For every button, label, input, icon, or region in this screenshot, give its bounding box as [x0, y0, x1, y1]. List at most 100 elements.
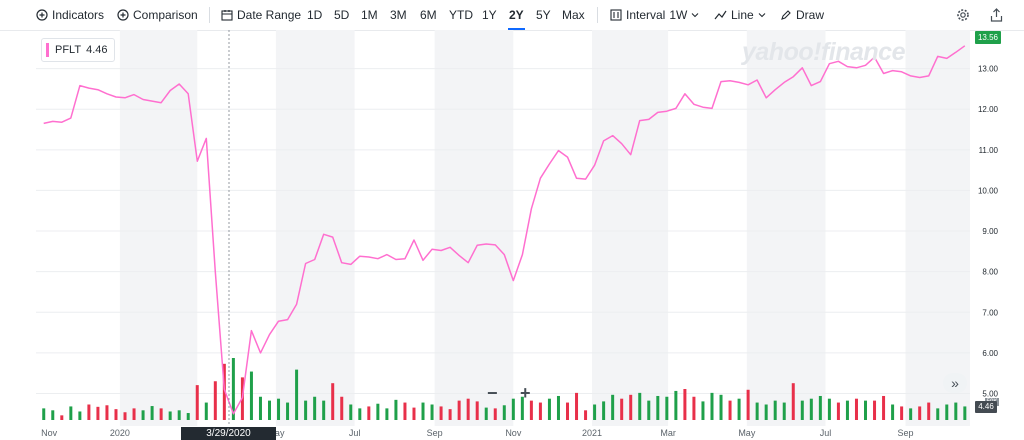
volume-bar — [78, 411, 82, 420]
indicators-button[interactable]: Indicators — [36, 8, 104, 22]
range-1y[interactable]: 1Y — [482, 8, 497, 22]
volume-bar — [96, 406, 100, 420]
volume-bar — [800, 400, 804, 420]
volume-bar — [114, 409, 118, 420]
chart-toolbar: Indicators Comparison Date Range 1D 5D 1… — [0, 0, 1024, 31]
volume-bar — [475, 401, 479, 420]
volume-bar — [737, 398, 741, 420]
volume-bar — [186, 413, 190, 420]
volume-bar — [466, 398, 470, 420]
volume-bar — [647, 400, 651, 420]
volume-bar — [295, 369, 299, 420]
plus-circle-icon — [36, 9, 48, 21]
date-range-button[interactable]: Date Range — [221, 8, 301, 22]
volume-bar — [864, 400, 868, 420]
volume-bar — [836, 402, 840, 420]
chevron-down-icon — [758, 13, 766, 18]
range-max[interactable]: Max — [562, 8, 585, 22]
x-tick-label: Jul — [349, 428, 361, 438]
scroll-right-button[interactable]: » — [943, 373, 967, 393]
zoom-in-button[interactable]: + — [520, 383, 531, 403]
volume-bar — [105, 405, 109, 420]
last-price-badge: 13.56 — [975, 31, 1001, 44]
volume-bar — [358, 408, 362, 420]
volume-bar — [764, 404, 768, 420]
x-tick-label: Sep — [427, 428, 443, 438]
legend-chip[interactable]: PFLT 4.46 — [41, 38, 115, 62]
calendar-icon — [221, 10, 233, 21]
line-type-dropdown[interactable]: Line — [714, 8, 766, 22]
range-5y[interactable]: 5Y — [536, 8, 551, 22]
volume-bar — [222, 363, 226, 420]
range-1d[interactable]: 1D — [307, 8, 323, 22]
volume-bar — [376, 403, 380, 420]
volume-bar — [304, 400, 308, 420]
volume-bar — [484, 407, 488, 420]
date-range-label: Date Range — [237, 8, 302, 22]
draw-label: Draw — [796, 8, 825, 22]
volume-bar — [123, 412, 127, 420]
volume-bar — [394, 399, 398, 420]
volume-bar — [602, 401, 606, 420]
comparison-button[interactable]: Comparison — [117, 8, 198, 22]
month-band — [592, 30, 669, 426]
range-2y[interactable]: 2Y — [508, 0, 525, 30]
volume-bars — [42, 358, 967, 420]
volume-bar — [367, 406, 371, 420]
price-line-layer — [43, 45, 966, 415]
candlestick-icon — [610, 9, 622, 21]
volume-bar — [656, 395, 660, 420]
volume-bar — [249, 371, 253, 420]
indicators-label: Indicators — [52, 8, 105, 22]
volume-bar — [340, 396, 344, 420]
range-1m[interactable]: 1M — [361, 8, 378, 22]
volume-bar — [854, 398, 858, 420]
volume-bar — [403, 402, 407, 420]
volume-bar — [773, 400, 777, 420]
share-icon[interactable] — [990, 8, 1003, 22]
volume-bar — [927, 402, 931, 420]
month-band — [119, 30, 198, 426]
range-5d[interactable]: 5D — [334, 8, 350, 22]
month-band — [434, 30, 514, 426]
x-tick-label: Jul — [820, 428, 832, 438]
y-tick-label: 8.00 — [982, 268, 998, 277]
settings-gear-icon[interactable] — [956, 8, 970, 22]
volume-bar — [963, 406, 967, 420]
y-tick-label: 10.00 — [978, 186, 999, 195]
alternating-month-bands — [119, 30, 970, 426]
chevron-down-icon — [691, 13, 699, 18]
volume-bar — [611, 394, 615, 420]
volume-bar — [448, 409, 452, 420]
volume-bar — [69, 406, 73, 420]
x-tick-label: Nov — [505, 428, 522, 438]
x-tick-label: May — [267, 428, 285, 438]
volume-bar — [665, 396, 669, 420]
volume-bar — [584, 410, 588, 420]
interval-dropdown[interactable]: Interval 1W — [610, 8, 699, 22]
zoom-out-button[interactable]: − — [487, 383, 498, 403]
volume-bar — [204, 402, 208, 420]
horizontal-gridlines — [36, 68, 970, 395]
month-band — [275, 30, 355, 426]
volume-bar — [322, 400, 326, 420]
volume-bar — [909, 408, 913, 420]
volume-bar — [502, 405, 506, 420]
volume-bar — [620, 398, 624, 420]
volume-bar — [231, 358, 235, 420]
volume-bar — [873, 400, 877, 420]
yahoo-finance-watermark: yahoo!finance — [742, 38, 905, 66]
volume-bar — [782, 402, 786, 420]
volume-bar — [538, 402, 542, 420]
volume-bar — [177, 410, 181, 420]
range-6m[interactable]: 6M — [420, 8, 437, 22]
volume-bar — [547, 398, 551, 420]
volume-bar — [132, 408, 136, 420]
volume-bar — [891, 404, 895, 420]
range-ytd[interactable]: YTD — [449, 8, 473, 22]
draw-button[interactable]: Draw — [780, 8, 824, 22]
x-tick-label: May — [738, 428, 756, 438]
range-3m[interactable]: 3M — [390, 8, 407, 22]
volume-bar — [683, 389, 687, 420]
